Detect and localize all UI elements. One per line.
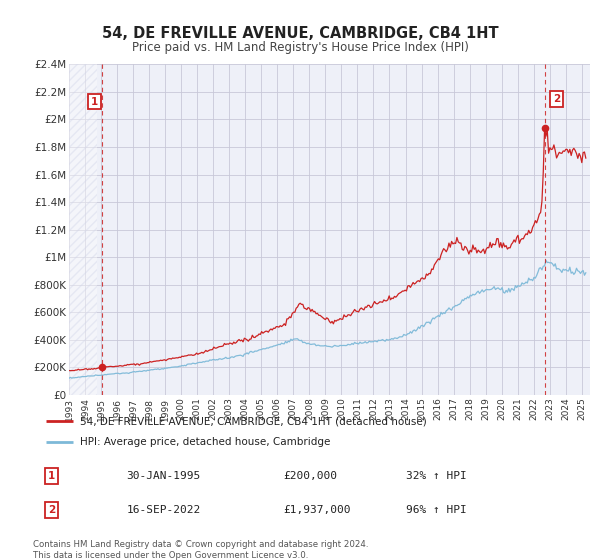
Text: 1: 1 [48, 471, 55, 481]
Text: Price paid vs. HM Land Registry's House Price Index (HPI): Price paid vs. HM Land Registry's House … [131, 40, 469, 54]
Text: 2: 2 [553, 94, 560, 104]
Text: 1: 1 [91, 96, 98, 106]
Text: 2: 2 [48, 505, 55, 515]
Text: £1,937,000: £1,937,000 [283, 505, 351, 515]
Text: 54, DE FREVILLE AVENUE, CAMBRIDGE, CB4 1HT: 54, DE FREVILLE AVENUE, CAMBRIDGE, CB4 1… [101, 26, 499, 41]
Text: 16-SEP-2022: 16-SEP-2022 [126, 505, 200, 515]
Text: 32% ↑ HPI: 32% ↑ HPI [406, 471, 467, 481]
Text: 54, DE FREVILLE AVENUE, CAMBRIDGE, CB4 1HT (detached house): 54, DE FREVILLE AVENUE, CAMBRIDGE, CB4 1… [80, 417, 427, 427]
Text: £200,000: £200,000 [283, 471, 337, 481]
Text: HPI: Average price, detached house, Cambridge: HPI: Average price, detached house, Camb… [80, 437, 330, 447]
Text: 30-JAN-1995: 30-JAN-1995 [126, 471, 200, 481]
Text: 96% ↑ HPI: 96% ↑ HPI [406, 505, 467, 515]
Text: Contains HM Land Registry data © Crown copyright and database right 2024.
This d: Contains HM Land Registry data © Crown c… [33, 539, 368, 560]
